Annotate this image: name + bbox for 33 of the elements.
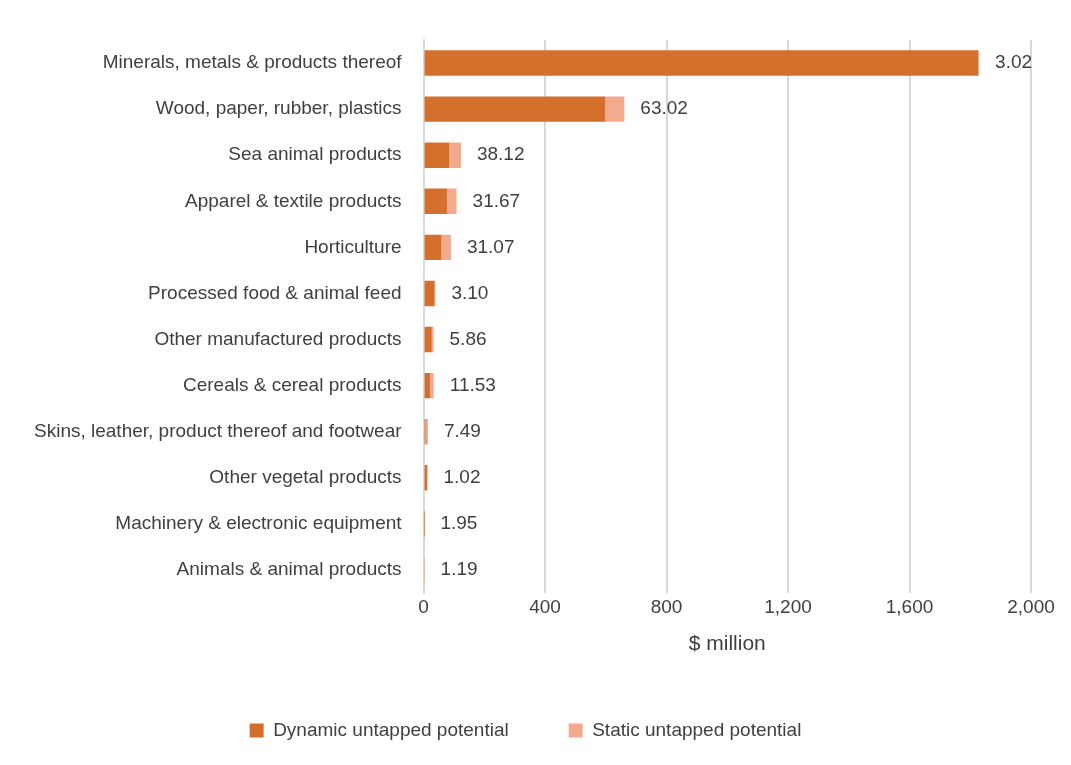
x-tick-label: 2,000 <box>1007 595 1055 617</box>
y-tick-label: Animals & animal products <box>176 558 402 580</box>
data-label: 1.95 <box>440 512 478 534</box>
x-tick-label: 0 <box>418 595 429 617</box>
y-tick-label: Cereals & cereal products <box>182 373 402 395</box>
data-label: 3.10 <box>451 281 489 303</box>
x-tick-label: 400 <box>529 595 561 617</box>
y-tick-label: Sea animal products <box>228 143 402 165</box>
data-label: 1.02 <box>443 466 481 488</box>
data-label: 7.49 <box>443 419 481 441</box>
y-tick-label: Processed food & animal feed <box>148 281 402 303</box>
data-label: 38.12 <box>476 143 525 165</box>
x-axis-title: $ million <box>688 631 766 655</box>
data-label: 31.67 <box>472 189 521 211</box>
y-tick-label: Other manufactured products <box>154 327 402 349</box>
y-tick-label: Apparel & textile products <box>185 189 402 211</box>
legend-label: Dynamic untapped potential <box>273 718 509 740</box>
legend-label: Static untapped potential <box>592 718 802 740</box>
x-tick-label: 1,600 <box>885 595 934 617</box>
y-tick-label: Wood, paper, rubber, plastics <box>155 97 402 119</box>
y-tick-label: Horticulture <box>304 235 402 257</box>
data-label: 11.53 <box>449 373 496 395</box>
x-tick-label: 1,200 <box>764 595 812 617</box>
data-label: 63.02 <box>640 97 688 119</box>
x-tick-label: 800 <box>650 595 683 617</box>
data-label: 3.02 <box>995 51 1033 73</box>
y-tick-label: Skins, leather, product thereof and footwear <box>34 419 403 441</box>
data-label: 31.07 <box>466 235 515 257</box>
y-tick-label: Minerals, metals & products thereof <box>102 51 403 73</box>
data-label: 1.19 <box>440 558 478 580</box>
y-tick-label: Machinery & electronic equipment <box>115 512 403 534</box>
data-label: 5.86 <box>449 327 487 349</box>
y-tick-label: Other vegetal products <box>209 466 402 488</box>
